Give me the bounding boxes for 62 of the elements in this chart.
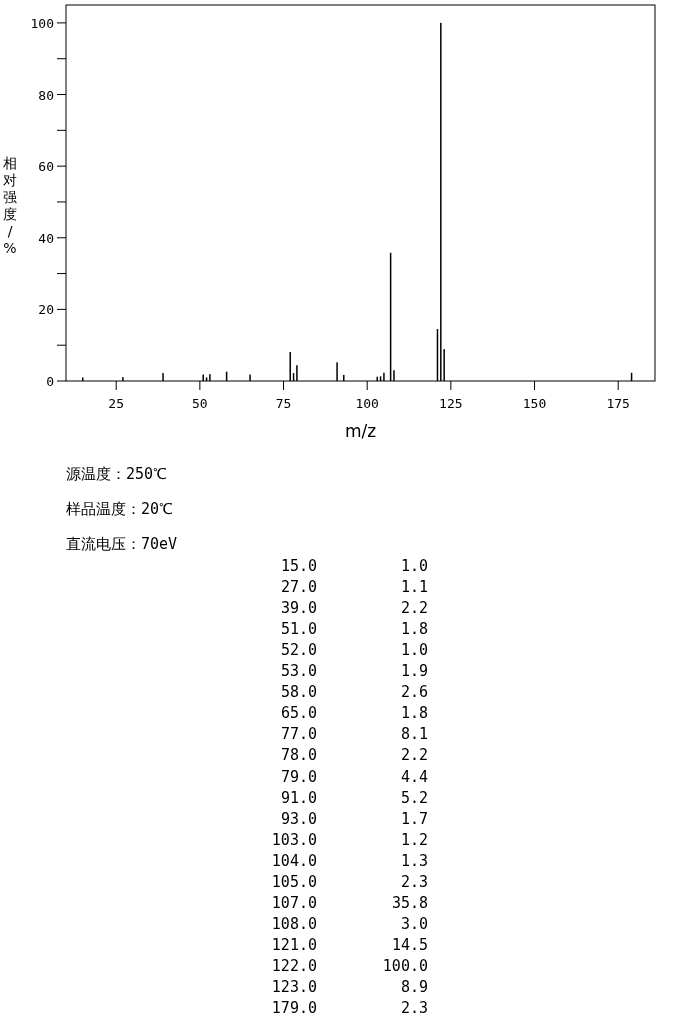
text: 2.6 — [400, 683, 428, 702]
text: 直流电压：70eV — [66, 535, 178, 553]
text: 1.0 — [400, 641, 428, 660]
text: 样品温度：20℃ — [66, 500, 174, 518]
text: 1.2 — [400, 830, 428, 849]
x-tick-label: 100 — [355, 396, 379, 411]
text: 179.0 — [271, 999, 317, 1018]
text: 2.3 — [400, 872, 428, 891]
text: 27.0 — [280, 578, 317, 597]
text: 2.2 — [400, 599, 428, 618]
text: 108.0 — [271, 914, 317, 933]
text: 2.3 — [400, 999, 428, 1018]
y-tick-label: 20 — [38, 302, 54, 318]
text: 3.0 — [400, 914, 428, 933]
text: 123.0 — [271, 978, 317, 996]
text: 51.0 — [280, 620, 317, 639]
text: 源温度：250℃ — [66, 465, 168, 483]
text: 93.0 — [280, 809, 317, 828]
text: 107.0 — [271, 893, 317, 912]
text: 78.0 — [280, 746, 317, 765]
text: 100.0 — [382, 956, 428, 975]
y-axis-title: 相对强度/% — [3, 155, 17, 256]
y-tick-label: 60 — [38, 159, 54, 175]
text: 2.2 — [400, 746, 428, 765]
y-tick-label: 80 — [38, 87, 54, 103]
text: 1.0 — [400, 557, 428, 575]
text: 4.4 — [400, 767, 428, 786]
text: 77.0 — [280, 725, 317, 744]
text: 1.9 — [400, 662, 428, 681]
text: 104.0 — [271, 851, 317, 870]
text: 53.0 — [280, 662, 317, 681]
text: 8.1 — [400, 725, 428, 744]
text: 52.0 — [280, 641, 317, 660]
x-tick-label: 25 — [108, 396, 125, 411]
x-tick-label: 50 — [192, 396, 208, 411]
x-tick-label: 175 — [606, 396, 630, 411]
text: 65.0 — [280, 704, 317, 723]
text: 8.9 — [400, 978, 428, 996]
text: 39.0 — [280, 599, 317, 618]
text: 15.0 — [280, 557, 317, 575]
text: 105.0 — [271, 872, 317, 891]
text: 58.0 — [280, 683, 317, 702]
text: 79.0 — [280, 767, 317, 786]
text: 5.2 — [400, 788, 428, 807]
text: 1.7 — [400, 809, 428, 828]
x-tick-label: 75 — [275, 396, 292, 411]
y-tick-label: 100 — [30, 15, 54, 31]
text: 1.8 — [400, 704, 428, 723]
x-axis-title: m/z — [344, 421, 377, 441]
text: 91.0 — [280, 788, 317, 807]
y-tick-label: 40 — [38, 230, 54, 246]
text: 1.1 — [400, 578, 428, 597]
text: 122.0 — [271, 956, 317, 975]
text: 1.3 — [400, 851, 428, 870]
text: 35.8 — [391, 893, 428, 912]
text: 103.0 — [271, 830, 317, 849]
y-tick-label: 0 — [46, 374, 54, 389]
text: 1.8 — [400, 620, 428, 639]
text: 14.5 — [391, 935, 428, 954]
x-tick-label: 125 — [439, 396, 463, 411]
x-tick-label: 150 — [522, 396, 547, 411]
text: 121.0 — [271, 935, 317, 954]
